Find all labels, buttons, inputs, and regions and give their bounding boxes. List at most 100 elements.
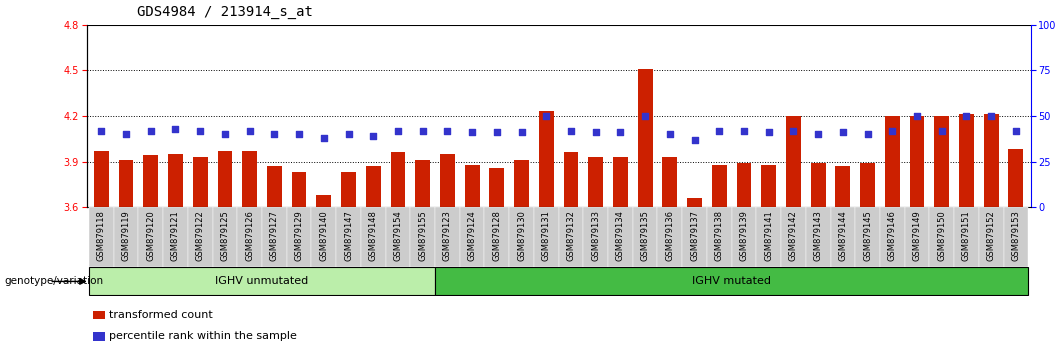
Bar [212,207,237,267]
Text: GSM879135: GSM879135 [640,210,650,261]
Point [934,128,951,133]
Bar [1003,207,1029,267]
Bar [806,207,830,267]
Point [612,130,629,135]
Text: GSM879124: GSM879124 [467,210,477,261]
Point [859,131,876,137]
Text: GSM879121: GSM879121 [171,210,180,261]
Bar [959,114,974,207]
Bar [663,157,677,207]
Bar [880,207,905,267]
Bar [311,207,337,267]
Bar [539,112,554,207]
Text: GSM879125: GSM879125 [220,210,229,261]
Bar [114,207,138,267]
Bar [287,207,311,267]
Bar [983,114,999,207]
Point [266,131,283,137]
Bar [810,163,826,207]
Point [735,128,752,133]
Bar [905,207,929,267]
Bar [341,172,356,207]
Bar [1009,149,1023,207]
Text: GSM879140: GSM879140 [320,210,328,261]
Text: IGHV unmutated: IGHV unmutated [215,276,309,286]
Bar [712,165,727,207]
Text: GSM879127: GSM879127 [270,210,279,261]
Bar [954,207,979,267]
Text: GSM879132: GSM879132 [567,210,575,261]
Point [761,130,778,135]
FancyBboxPatch shape [435,267,1029,295]
Text: GSM879146: GSM879146 [888,210,897,261]
Bar [440,154,455,207]
Text: genotype/variation: genotype/variation [4,276,103,286]
Bar [337,207,361,267]
Point [117,131,134,137]
Text: GSM879144: GSM879144 [839,210,847,261]
Point [686,137,703,142]
Bar [460,207,484,267]
Bar [237,207,262,267]
Bar [510,207,534,267]
Bar [94,151,109,207]
Text: GSM879130: GSM879130 [517,210,526,261]
Text: GSM879129: GSM879129 [294,210,304,261]
Text: GSM879131: GSM879131 [542,210,551,261]
Point [983,113,1000,119]
Point [711,128,728,133]
Text: GSM879133: GSM879133 [591,210,600,261]
Bar [756,207,781,267]
Text: GSM879145: GSM879145 [863,210,872,261]
Point [588,130,605,135]
Text: percentile rank within the sample: percentile rank within the sample [109,331,296,341]
Point [389,128,406,133]
Bar [316,195,331,207]
Point [93,128,110,133]
Text: GSM879141: GSM879141 [764,210,773,261]
Bar [243,151,257,207]
Text: transformed count: transformed count [109,310,212,320]
Point [1008,128,1024,133]
Bar [514,160,529,207]
Bar [830,207,856,267]
Bar [217,151,232,207]
Text: GSM879150: GSM879150 [937,210,946,261]
Point [439,128,456,133]
Bar [484,207,510,267]
Bar [366,166,381,207]
Bar [637,69,653,207]
Point [242,128,258,133]
Point [835,130,851,135]
Text: GSM879151: GSM879151 [962,210,971,261]
Point [415,128,431,133]
Bar [707,207,732,267]
Text: GDS4984 / 213914_s_at: GDS4984 / 213914_s_at [137,5,313,19]
Bar [885,116,900,207]
Point [785,128,802,133]
Text: IGHV mutated: IGHV mutated [692,276,771,286]
Bar [490,167,504,207]
Bar [188,207,212,267]
Text: GSM879118: GSM879118 [97,210,106,261]
Bar [608,207,633,267]
Bar [410,207,435,267]
Point [958,113,975,119]
Text: GSM879134: GSM879134 [616,210,625,261]
Bar [613,157,628,207]
Text: GSM879155: GSM879155 [418,210,427,261]
Point [513,130,530,135]
Text: GSM879142: GSM879142 [789,210,798,261]
Bar [164,207,188,267]
Bar [267,166,282,207]
Bar [762,165,776,207]
Text: GSM879154: GSM879154 [394,210,402,261]
Text: GSM879143: GSM879143 [813,210,823,261]
Bar [909,116,924,207]
Text: GSM879137: GSM879137 [690,210,699,261]
Text: GSM879147: GSM879147 [344,210,353,261]
Text: GSM879126: GSM879126 [245,210,254,261]
Point [562,128,579,133]
Bar [860,163,875,207]
Bar [732,207,756,267]
